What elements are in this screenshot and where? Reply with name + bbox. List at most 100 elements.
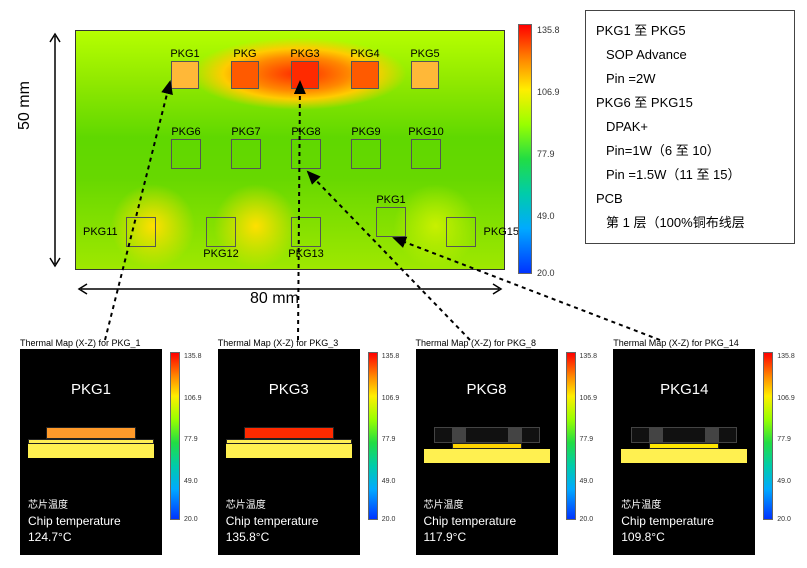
- detail-title: Thermal Map (X-Z) for PKG_14: [613, 338, 795, 348]
- colorbar-tick: 106.9: [777, 395, 795, 402]
- colorbar-tick: 20.0: [382, 516, 396, 523]
- pkg-label: PKG11: [83, 226, 118, 238]
- detail-title: Thermal Map (X-Z) for PKG_3: [218, 338, 400, 348]
- detail-colorbar: 135.8106.977.949.020.0: [566, 352, 576, 520]
- pkg-outline: PKG12: [206, 217, 236, 247]
- pkg-label: PKG1: [170, 48, 199, 60]
- pkg-outline: PKG6: [171, 139, 201, 169]
- temp-readout: 芯片温度Chip temperature135.8°C: [226, 499, 352, 545]
- pkg-label: PKG9: [351, 126, 380, 138]
- pkg-outline: PKG8: [291, 139, 321, 169]
- pkg-outline: PKG: [231, 61, 259, 89]
- colorbar-tick: 20.0: [537, 268, 555, 278]
- detail-pkg-name: PKG14: [613, 381, 755, 398]
- temp-label-jp: 芯片温度: [226, 499, 352, 513]
- colorbar-tick: 135.8: [184, 353, 202, 360]
- colorbar-tick: 135.8: [580, 353, 598, 360]
- pkg-outline: PKG10: [411, 139, 441, 169]
- pkg-label: PKG15: [484, 226, 519, 238]
- info-line: Pin =2W: [596, 67, 784, 91]
- info-line: 第 1 层（100%铜布线层: [596, 211, 784, 235]
- temp-label-en: Chip temperature: [226, 513, 352, 529]
- colorbar-tick: 77.9: [580, 436, 594, 443]
- temp-readout: 芯片温度Chip temperature117.9°C: [424, 499, 550, 545]
- detail-pkg-name: PKG1: [20, 381, 162, 398]
- temp-readout: 芯片温度Chip temperature109.8°C: [621, 499, 747, 545]
- pkg-label: PKG6: [171, 126, 200, 138]
- detail-thermal-map: PKG3 芯片温度Chip temperature135.8°C: [218, 349, 360, 555]
- colorbar-tick: 106.9: [184, 395, 202, 402]
- y-axis-arrow: [48, 30, 62, 270]
- colorbar-tick: 49.0: [580, 478, 594, 485]
- pkg-label: PKG10: [408, 126, 443, 138]
- temp-value: 109.8°C: [621, 529, 747, 545]
- info-line: Pin =1.5W（11 至 15）: [596, 163, 784, 187]
- pkg-outline: PKG4: [351, 61, 379, 89]
- colorbar-tick: 135.8: [537, 25, 560, 35]
- colorbar-tick: 77.9: [382, 436, 396, 443]
- detail-colorbar: 135.8106.977.949.020.0: [763, 352, 773, 520]
- chip-cross-section: [424, 427, 550, 475]
- detail-thermal-map: PKG1 芯片温度Chip temperature124.7°C: [20, 349, 162, 555]
- colorbar-tick: 106.9: [580, 395, 598, 402]
- colorbar-tick: 49.0: [777, 478, 791, 485]
- chip-cross-section: [226, 427, 352, 475]
- pkg-label: PKG13: [288, 248, 323, 260]
- detail-panel: Thermal Map (X-Z) for PKG_3 PKG3 芯片温度Chip …: [218, 338, 400, 558]
- info-line: PKG6 至 PKG15: [596, 91, 784, 115]
- pkg-label: PKG12: [203, 248, 238, 260]
- pkg-outline: PKG3: [291, 61, 319, 89]
- detail-panel: Thermal Map (X-Z) for PKG_1 PKG1 芯片温度Chip …: [20, 338, 202, 558]
- pkg-label: PKG: [233, 48, 256, 60]
- colorbar-tick: 49.0: [537, 211, 555, 221]
- info-line: PKG1 至 PKG5: [596, 19, 784, 43]
- temp-value: 124.7°C: [28, 529, 154, 545]
- temp-label-jp: 芯片温度: [621, 499, 747, 513]
- detail-panel: Thermal Map (X-Z) for PKG_14 PKG14 芯片温度Chi…: [613, 338, 795, 558]
- colorbar-tick: 135.8: [777, 353, 795, 360]
- detail-panel: Thermal Map (X-Z) for PKG_8PKG8芯片温度Chip …: [416, 338, 598, 558]
- colorbar-tick: 77.9: [777, 436, 791, 443]
- detail-title: Thermal Map (X-Z) for PKG_8: [416, 338, 598, 348]
- pkg-outline: PKG15: [446, 217, 476, 247]
- chip-cross-section: [28, 427, 154, 475]
- colorbar-tick: 77.9: [537, 149, 555, 159]
- detail-title: Thermal Map (X-Z) for PKG_1: [20, 338, 202, 348]
- detail-thermal-map: PKG14 芯片温度Chip temperature109.8°C: [613, 349, 755, 555]
- pkg-label: PKG1: [376, 194, 405, 206]
- temp-label-en: Chip temperature: [621, 513, 747, 529]
- info-line: PCB: [596, 187, 784, 211]
- main-thermal-plot: 50 mm 80 mm PKG1PKGPKG3PKG4PKG5PKG6PKG7P…: [20, 10, 570, 320]
- colorbar-tick: 106.9: [382, 395, 400, 402]
- pkg-label: PKG5: [410, 48, 439, 60]
- colorbar-tick: 106.9: [537, 87, 560, 97]
- detail-colorbar: 135.8106.977.949.020.0: [368, 352, 378, 520]
- pkg-label: PKG8: [291, 126, 320, 138]
- colorbar-tick: 49.0: [184, 478, 198, 485]
- temp-label-en: Chip temperature: [424, 513, 550, 529]
- pkg-outline: PKG11: [126, 217, 156, 247]
- temp-readout: 芯片温度Chip temperature124.7°C: [28, 499, 154, 545]
- pkg-outline: PKG1: [376, 207, 406, 237]
- pkg-outline: PKG7: [231, 139, 261, 169]
- colorbar-tick: 135.8: [382, 353, 400, 360]
- colorbar-tick: 77.9: [184, 436, 198, 443]
- info-line: SOP Advance: [596, 43, 784, 67]
- pkg-label: PKG3: [290, 48, 319, 60]
- colorbar-tick: 49.0: [382, 478, 396, 485]
- detail-thermal-map: PKG8芯片温度Chip temperature117.9°C: [416, 349, 558, 555]
- detail-pkg-name: PKG3: [218, 381, 360, 398]
- pkg-label: PKG7: [231, 126, 260, 138]
- pkg-outline: PKG1: [171, 61, 199, 89]
- info-line: DPAK+: [596, 115, 784, 139]
- heatmap-board: PKG1 PKG PKG3 PKG4 PKG5 PKG6 PKG7 PKG8 PKG9 PKG10…: [75, 30, 505, 270]
- y-axis-label: 50 mm: [16, 81, 34, 130]
- pkg-outline: PKG5: [411, 61, 439, 89]
- temp-value: 117.9°C: [424, 529, 550, 545]
- temp-label-jp: 芯片温度: [424, 499, 550, 513]
- colorbar-tick: 20.0: [777, 516, 791, 523]
- colorbar-tick: 20.0: [184, 516, 198, 523]
- temp-label-jp: 芯片温度: [28, 499, 154, 513]
- chip-cross-section: [621, 427, 747, 475]
- pkg-outline: PKG13: [291, 217, 321, 247]
